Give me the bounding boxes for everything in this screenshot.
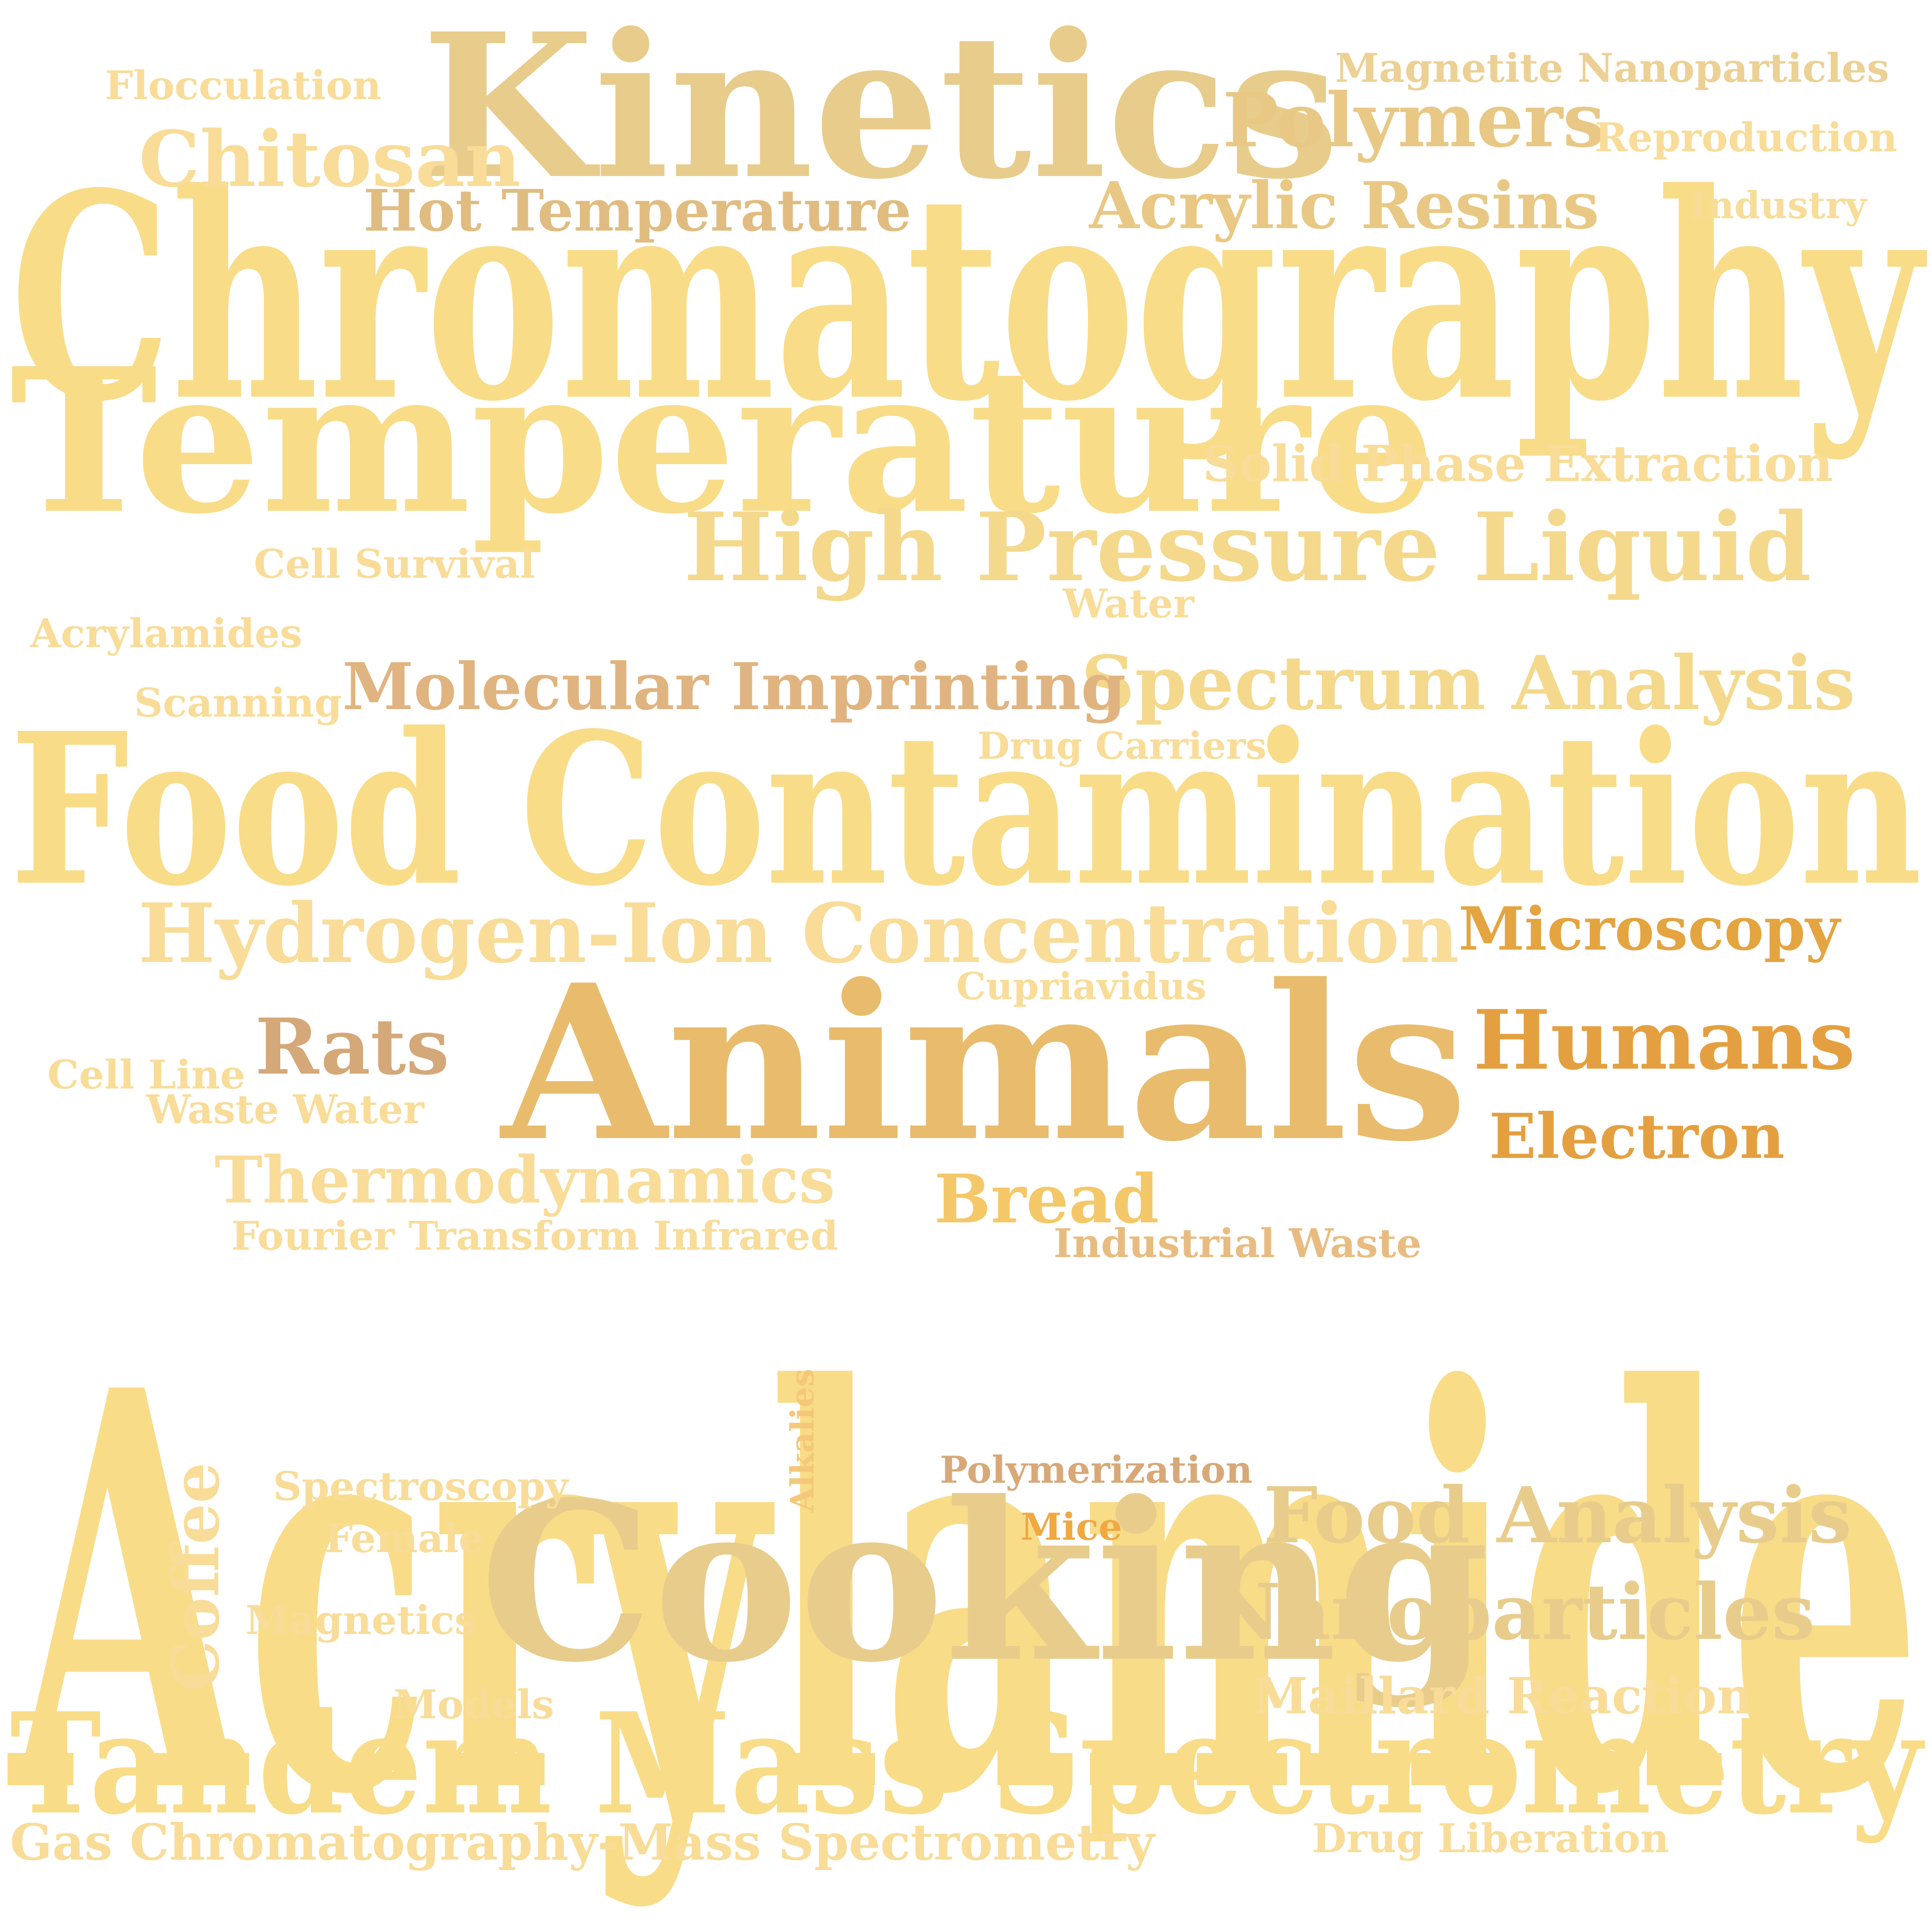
word-food-analysis: Food Analysis [1263, 1470, 1852, 1561]
word-chromatography: Chromatography [10, 132, 1928, 464]
word-spectrum-analysis: Spectrum Analysis [1081, 640, 1856, 727]
word-humans: Humans [1473, 992, 1855, 1088]
word-rats: Rats [255, 1001, 449, 1092]
word-gas-chromatography-mass-spectrometry: Gas Chromatography-Mass Spectrometry [10, 1813, 1156, 1872]
word-reproduction: Reproduction [1595, 114, 1898, 161]
word-high-pressure-liquid: High Pressure Liquid [684, 492, 1811, 603]
word-mice: Mice [1021, 1505, 1122, 1549]
word-kinetics: Kinetics [422, 0, 1339, 223]
word-waste-water: Waste Water [146, 1086, 425, 1133]
word-nanoparticles: Nanoparticles [1211, 1567, 1815, 1657]
word-water: Water [1062, 580, 1195, 627]
word-cell-line: Cell Line [48, 1051, 246, 1098]
word-industrial-waste: Industrial Waste [1054, 1220, 1422, 1267]
word-magnetite-nanoparticles: Magnetite Nanoparticles [1335, 45, 1889, 91]
word-drug-liberation: Drug Liberation [1312, 1815, 1669, 1862]
word-coffee: Coffee [158, 1462, 234, 1691]
word-electron: Electron [1489, 1100, 1785, 1173]
word-acrylamides: Acrylamides [30, 610, 303, 657]
word-temperature: Temperature [10, 325, 1435, 558]
word-industry: Industry [1690, 183, 1868, 227]
word-polymers: Polymers [1223, 77, 1605, 164]
word-bread: Bread [935, 1159, 1159, 1238]
word-acrylic-resins: Acrylic Resins [1088, 168, 1599, 243]
word-acrylamide: Acrylamide [5, 1273, 1922, 1914]
word-solid-phase-extraction: Solid Phase Extraction [1202, 434, 1833, 493]
word-alkalies: Alkalies [784, 1369, 821, 1513]
word-models: Models [393, 1681, 554, 1728]
word-polymerization: Polymerization [940, 1448, 1252, 1492]
word-cupriavidus: Cupriavidus [956, 965, 1207, 1008]
word-spectroscopy: Spectroscopy [273, 1463, 569, 1509]
word-thermodynamics: Thermodynamics [214, 1142, 835, 1218]
word-tandem-mass-spectrometry: Tandem Mass Spectrometry [10, 1683, 1926, 1846]
word-flocculation: Flocculation [105, 62, 381, 109]
word-hydrogen-ion-concentration: Hydrogen-Ion Concentration [138, 885, 1459, 981]
word-chitosan: Chitosan [139, 114, 521, 204]
word-drug-carriers: Drug Carriers [978, 724, 1267, 768]
word-food-contamination: Food Contamination [10, 688, 1922, 932]
word-female: Female [324, 1515, 484, 1562]
word-molecular-imprinting: Molecular Imprinting [342, 649, 1126, 724]
words-layer: Acrylamide Chromatography Food Contaminati… [5, 0, 1928, 1914]
word-scanning: Scanning [134, 679, 342, 726]
word-hot-temperature: Hot Temperature [364, 178, 912, 244]
word-cooking: Cooking [480, 1454, 1490, 1710]
word-magnetics: Magnetics [246, 1597, 477, 1643]
word-cell-survival: Cell Survival [254, 541, 535, 587]
word-maillard-reaction: Maillard Reaction [1253, 1667, 1753, 1725]
word-fourier-transform-infrared: Fourier Transform Infrared [231, 1212, 838, 1259]
word-microscopy: Microscopy [1458, 894, 1841, 964]
word-animals: Animals [498, 938, 1468, 1189]
